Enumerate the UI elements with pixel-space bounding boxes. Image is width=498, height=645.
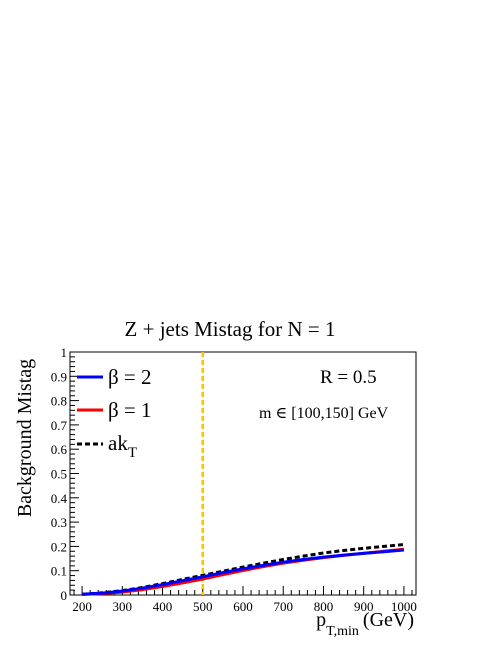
y-tick-label: 0.8 bbox=[51, 394, 67, 409]
x-axis-label-sub: T,min bbox=[326, 624, 359, 639]
x-tick-label: 300 bbox=[113, 599, 133, 614]
annotation-radius: R = 0.5 bbox=[320, 367, 377, 388]
y-tick-labels: 0 0.1 0.2 0.3 0.4 0.5 0.6 0.7 0.8 0.9 1 bbox=[51, 345, 68, 603]
series-beta2-line bbox=[82, 548, 405, 596]
y-tick-label: 0.5 bbox=[51, 467, 67, 482]
legend-label-akt-main: ak bbox=[108, 431, 128, 455]
legend-label-beta1: β = 1 bbox=[108, 398, 152, 422]
y-tick-label: 0.1 bbox=[51, 564, 67, 579]
series-group bbox=[81, 543, 405, 596]
legend-label-beta2: β = 2 bbox=[108, 365, 152, 389]
y-tick-label: 0 bbox=[61, 588, 68, 603]
x-tick-label: 900 bbox=[354, 599, 374, 614]
y-tick-label: 0.2 bbox=[51, 539, 67, 554]
x-tick-label: 200 bbox=[72, 599, 92, 614]
x-tick-label: 800 bbox=[314, 599, 334, 614]
annotation-mass-window: m ∈ [100,150] GeV bbox=[259, 405, 389, 422]
y-tick-label: 1 bbox=[61, 345, 68, 360]
x-tick-labels: 200 300 400 500 600 700 800 900 1000 bbox=[72, 599, 417, 614]
x-axis-label-unit: (GeV) bbox=[363, 609, 414, 631]
y-tick-label: 0.7 bbox=[51, 418, 68, 433]
x-tick-label: 400 bbox=[153, 599, 173, 614]
x-axis-label-main: p bbox=[316, 609, 326, 631]
legend-label-akt: akT bbox=[108, 431, 137, 461]
y-tick-label: 0.4 bbox=[51, 491, 68, 506]
legend-label-akt-sub: T bbox=[128, 445, 137, 461]
y-tick-label: 0.3 bbox=[51, 515, 67, 530]
y-tick-label: 0.9 bbox=[51, 369, 67, 384]
axis-ticks bbox=[70, 351, 413, 596]
x-tick-label: 500 bbox=[193, 599, 213, 614]
x-tick-label: 1000 bbox=[391, 599, 417, 614]
legend: β = 2 β = 1 akT bbox=[77, 365, 152, 461]
x-tick-label: 600 bbox=[233, 599, 253, 614]
chart-title: Z + jets Mistag for N = 1 bbox=[125, 317, 336, 341]
y-axis-label: Background Mistag bbox=[14, 359, 36, 517]
y-tick-label: 0.6 bbox=[51, 442, 68, 457]
x-tick-label: 700 bbox=[273, 599, 293, 614]
series-akt-line bbox=[81, 543, 405, 596]
x-axis-label: pT,min (GeV) bbox=[316, 609, 414, 639]
